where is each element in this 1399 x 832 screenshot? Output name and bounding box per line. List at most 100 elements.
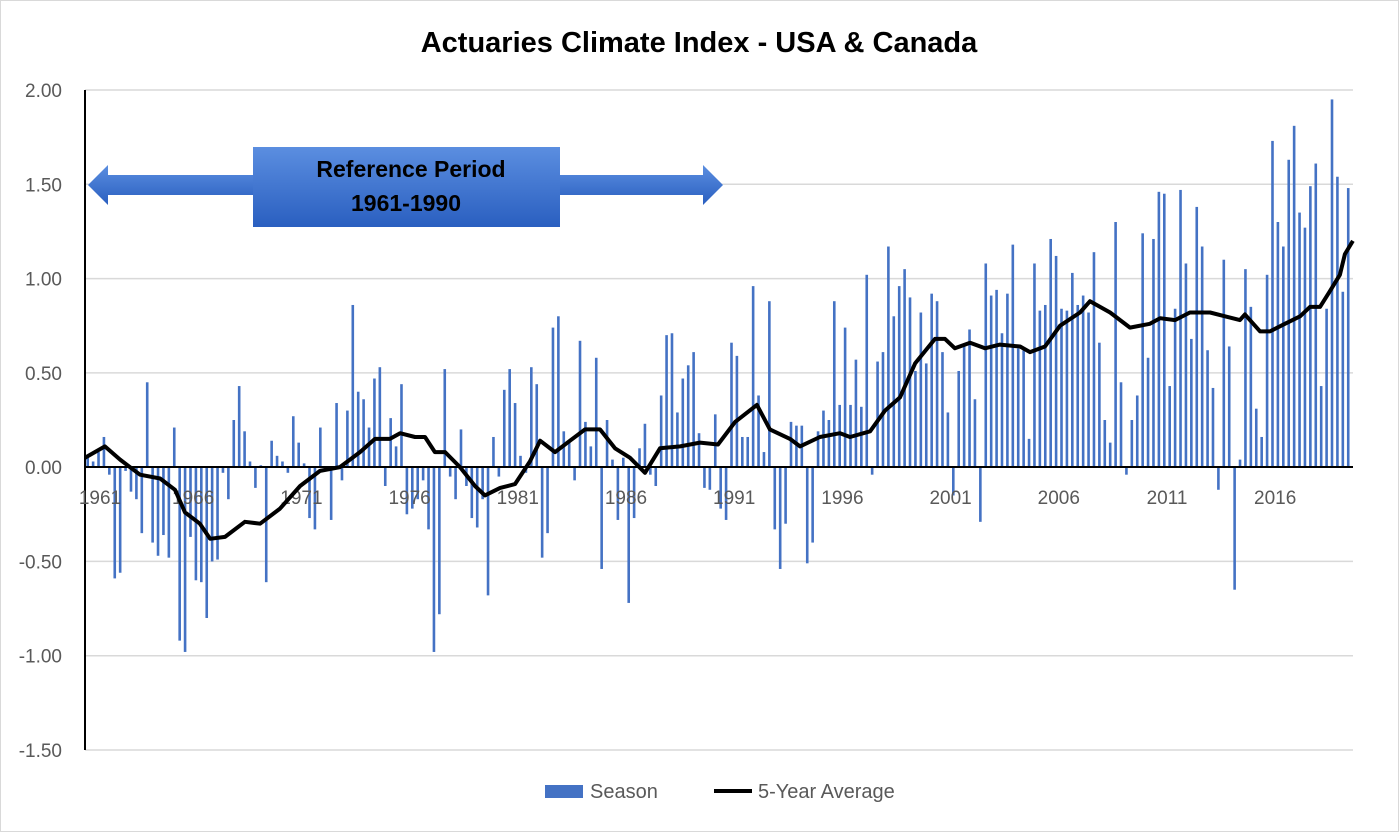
season-bar — [611, 459, 614, 468]
season-bar — [757, 395, 760, 468]
season-bar — [443, 369, 447, 468]
season-bar — [914, 370, 917, 468]
season-bar — [1108, 442, 1112, 468]
season-bar — [567, 442, 571, 468]
season-bar — [1152, 238, 1155, 468]
y-tick-label: 0.50 — [25, 364, 62, 385]
season-bar — [1217, 467, 1220, 490]
season-bar — [816, 431, 820, 468]
season-bar — [795, 425, 798, 468]
season-bar — [1092, 252, 1096, 468]
season-bar — [952, 467, 955, 496]
season-bar — [1076, 304, 1080, 468]
season-bar — [1276, 222, 1280, 468]
season-bar — [281, 461, 284, 468]
season-bar — [892, 316, 896, 468]
season-bar — [573, 467, 576, 481]
season-bar — [97, 452, 100, 468]
y-tick-label: 0.00 — [25, 458, 62, 479]
season-bar — [1282, 246, 1285, 468]
season-bar — [562, 431, 566, 468]
y-tick-label: 1.50 — [25, 175, 62, 196]
season-bar — [319, 427, 322, 468]
season-bar — [924, 363, 928, 468]
season-bar — [194, 467, 198, 581]
season-bar — [221, 467, 225, 473]
season-bar — [692, 352, 695, 468]
season-bar — [979, 467, 982, 522]
x-tick-label: 1976 — [388, 488, 430, 509]
season-bar — [1049, 238, 1052, 468]
season-bar — [1341, 291, 1345, 468]
season-bar — [860, 406, 863, 468]
season-bar — [616, 467, 620, 520]
season-bar — [270, 440, 273, 468]
season-bar — [546, 467, 549, 534]
season-bar — [227, 467, 230, 500]
season-bar — [989, 295, 993, 468]
season-bar — [1011, 244, 1015, 468]
season-bar — [1027, 438, 1031, 468]
season-bar — [1314, 163, 1318, 468]
season-bar — [1065, 310, 1069, 468]
season-bar — [118, 467, 122, 573]
season-bar — [243, 431, 246, 468]
x-tick-label: 2016 — [1254, 488, 1296, 509]
season-bar — [411, 467, 414, 509]
x-tick-label: 1971 — [280, 488, 322, 509]
season-bar — [762, 452, 766, 468]
season-bar — [1238, 459, 1242, 468]
season-bar — [919, 312, 923, 468]
season-bar — [1081, 295, 1085, 468]
season-bar — [448, 467, 452, 477]
season-bar — [351, 304, 355, 468]
season-bar — [129, 467, 133, 492]
season-bar — [416, 467, 420, 500]
season-bar — [1325, 308, 1328, 468]
season-bar — [665, 335, 668, 468]
season-bar — [1346, 188, 1350, 468]
season-bar — [302, 463, 306, 468]
y-tick-label: 2.00 — [25, 81, 62, 102]
season-bar — [659, 395, 663, 468]
season-bar — [1330, 99, 1334, 468]
season-bar — [1244, 269, 1247, 468]
season-bar — [627, 467, 631, 603]
season-bar — [1043, 304, 1047, 468]
season-bar — [389, 418, 392, 468]
season-bar — [594, 357, 598, 468]
season-bar — [237, 386, 241, 468]
season-bar — [670, 333, 674, 468]
season-bar — [881, 352, 885, 468]
season-bar — [91, 461, 95, 468]
season-bar — [897, 286, 901, 468]
season-bar — [432, 467, 436, 652]
season-bar — [746, 436, 750, 468]
double-arrow — [88, 165, 253, 205]
season-bar — [340, 467, 344, 481]
season-bar — [605, 420, 609, 468]
season-bar — [1103, 420, 1107, 468]
season-bar — [497, 467, 501, 477]
season-bar — [1000, 333, 1004, 468]
season-bar — [1254, 408, 1258, 468]
season-bar — [108, 467, 111, 475]
season-bar — [713, 414, 717, 468]
season-bar — [1227, 346, 1231, 468]
season-bar — [86, 457, 90, 468]
season-bar — [421, 467, 425, 481]
season-bar — [1287, 159, 1291, 468]
season-bar — [481, 467, 484, 500]
season-bar — [946, 412, 950, 468]
season-bar — [557, 316, 560, 468]
season-bar — [508, 369, 511, 468]
y-tick-label: -1.00 — [19, 647, 62, 668]
season-bar — [172, 427, 176, 468]
season-bar — [805, 467, 809, 564]
legend-season-swatch — [545, 785, 583, 798]
season-bar — [210, 467, 214, 562]
season-bar — [162, 467, 165, 536]
season-bar — [832, 301, 836, 468]
x-tick-label: 2001 — [929, 488, 971, 509]
season-bar — [686, 365, 690, 468]
